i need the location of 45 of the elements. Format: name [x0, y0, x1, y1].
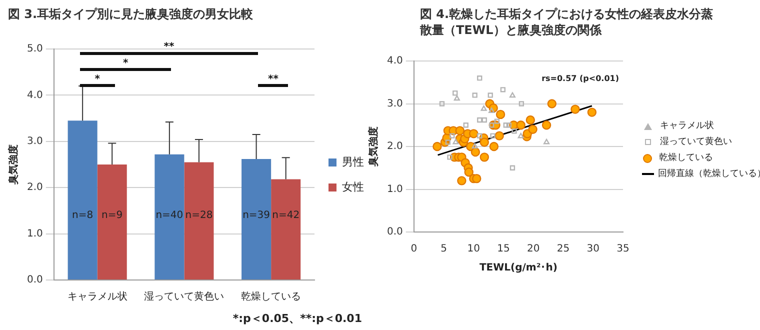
- legend-label: 回帰直線（乾燥している）: [658, 168, 760, 181]
- legend-label: 女性: [342, 180, 364, 194]
- annotation: n=40: [156, 210, 184, 221]
- legend-label: 湿っていて黄色い: [660, 136, 732, 149]
- y-tick-label: 1.0: [386, 184, 403, 195]
- y-tick-label: 5.0: [26, 44, 43, 55]
- x-tick-label: 10: [467, 244, 480, 255]
- annotation: *: [122, 58, 129, 69]
- legend-label: キャラメル状: [660, 120, 714, 133]
- legend-label: 乾燥している: [659, 152, 713, 165]
- annotation: rs=0.57 (p<0.01): [542, 74, 619, 84]
- x-tick-label: 35: [616, 244, 630, 255]
- y-tick-label: 2.0: [386, 141, 403, 152]
- legend-label: 男性: [342, 155, 364, 168]
- annotation: n=9: [102, 210, 123, 221]
- y-tick-label: 4.0: [386, 56, 403, 67]
- x-tick-label: 湿っていて黄色い: [144, 290, 224, 303]
- y-axis-title: 臭気強度: [368, 126, 380, 168]
- x-tick-label: 30: [586, 244, 600, 255]
- x-tick-label: 15: [497, 244, 510, 255]
- y-tick-label: 2.0: [26, 182, 43, 194]
- x-tick-label: 5: [440, 244, 447, 255]
- y-tick-label: 1.0: [26, 228, 43, 240]
- annotation: *: [94, 74, 101, 86]
- text: *:p＜0.05、**:p＜0.01: [232, 311, 362, 326]
- annotation: **: [268, 74, 280, 86]
- annotation: n=39: [242, 210, 270, 221]
- chart-title: 図 4.乾燥した耳垢タイプにおける女性の経表皮水分蒸散量（TEWL）と腋臭強度の関係: [420, 6, 714, 38]
- annotation: n=42: [272, 210, 300, 221]
- x-axis-title: TEWL(g/m²･h): [479, 262, 558, 274]
- y-tick-label: 3.0: [386, 98, 403, 110]
- x-tick-label: 0: [410, 244, 418, 255]
- y-tick-label: 4.0: [26, 90, 43, 101]
- y-tick-label: 3.0: [26, 136, 43, 147]
- annotation: n=28: [185, 210, 213, 221]
- x-tick-label: キャラメル状: [67, 290, 128, 303]
- annotation: **: [164, 42, 175, 53]
- x-tick-label: 乾燥している: [241, 290, 302, 303]
- y-tick-label: 0.0: [26, 274, 43, 286]
- x-tick-label: 20: [527, 244, 540, 255]
- x-tick-label: 25: [556, 244, 570, 255]
- chart-title: 図 3.耳垢タイプ別に見た腋臭強度の男女比較: [8, 6, 254, 22]
- y-axis-title: 臭気強度: [8, 144, 20, 186]
- annotation: n=8: [72, 210, 94, 221]
- y-tick-label: 0.0: [386, 226, 403, 238]
